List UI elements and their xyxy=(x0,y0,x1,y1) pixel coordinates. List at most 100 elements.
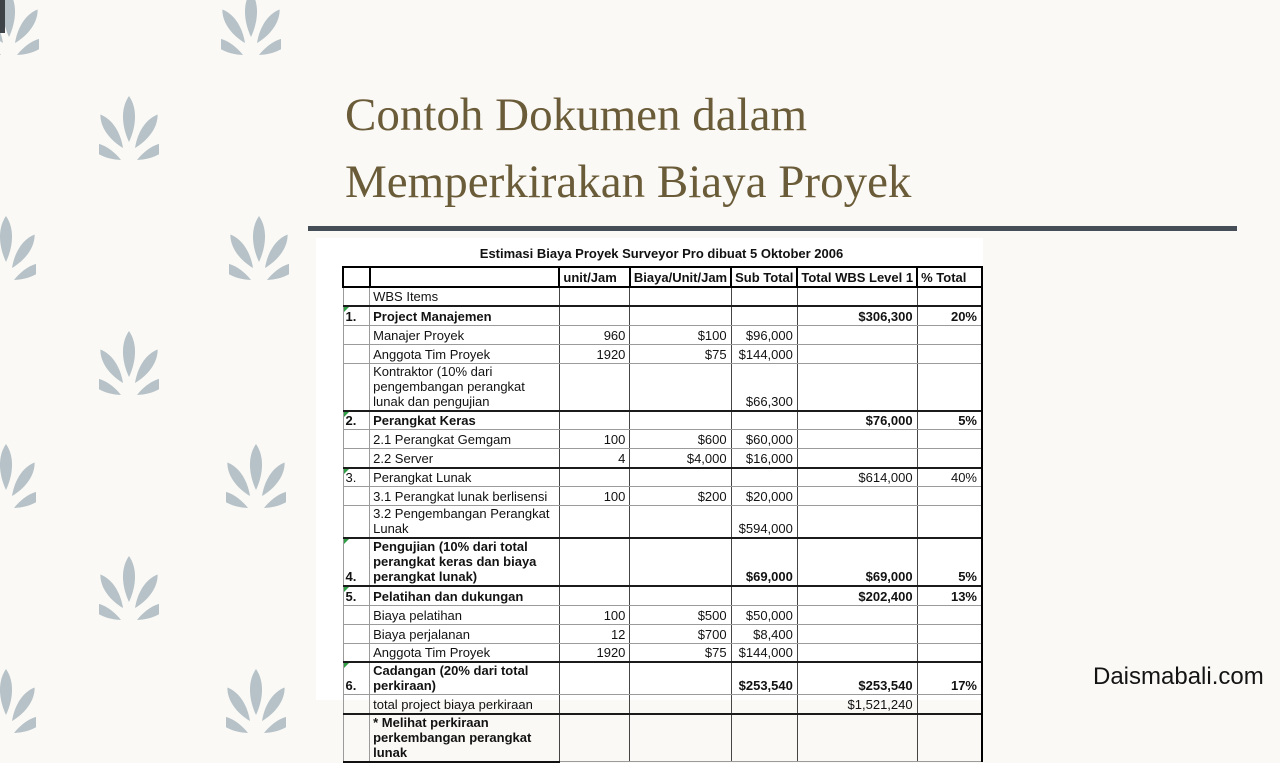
cell-total: $76,000 xyxy=(797,409,918,430)
cell-num xyxy=(343,287,371,307)
table-row: 6. Cadangan (20% dari total perkiraan) $25… xyxy=(343,661,983,695)
table-row: Biaya perjalanan 12 $700 $8,400 xyxy=(343,624,983,644)
table-row: Manajer Proyek 960 $100 $96,000 xyxy=(343,325,983,345)
column-header xyxy=(342,266,371,288)
slide-title-line2: Memperkirakan Biaya Proyek xyxy=(345,156,912,208)
leaf-sprig-icon xyxy=(0,669,36,737)
cell-rate: $500 xyxy=(629,605,732,625)
cell-sub: $144,000 xyxy=(731,344,798,364)
slide-title-line1: Contoh Dokumen dalam xyxy=(345,89,808,141)
cell-item: * Melihat perkiraan perkembangan perangk… xyxy=(369,712,560,763)
cell-pct xyxy=(917,429,983,449)
cell-pct xyxy=(917,505,983,539)
cell-rate xyxy=(629,585,732,606)
table-row: Anggota Tim Proyek 1920 $75 $144,000 xyxy=(343,643,983,663)
table-caption: Estimasi Biaya Proyek Surveyor Pro dibua… xyxy=(479,246,844,261)
cell-unit xyxy=(559,363,631,411)
cell-num xyxy=(343,344,371,364)
cell-unit xyxy=(559,661,631,695)
cell-rate xyxy=(629,712,732,762)
leaf-sprig-icon xyxy=(0,0,39,59)
cell-sub: $66,300 xyxy=(731,363,798,411)
cell-sub: $594,000 xyxy=(731,505,798,539)
cell-unit xyxy=(559,537,631,587)
leaf-sprig-icon xyxy=(99,331,159,399)
cell-total xyxy=(797,486,918,506)
cell-num xyxy=(343,694,371,714)
leaf-sprig-icon xyxy=(0,444,36,512)
table-row: WBS Items xyxy=(343,287,983,307)
cell-rate xyxy=(629,466,732,487)
green-corner-flag-icon xyxy=(343,469,349,474)
table-row: 2.1 Perangkat Gemgam 100 $600 $60,000 xyxy=(343,429,983,449)
cell-num: 1. xyxy=(343,305,371,326)
cell-item: 3.1 Perangkat lunak berlisensi xyxy=(369,486,560,506)
cell-num: 6. xyxy=(343,661,371,695)
cell-unit: 1920 xyxy=(559,643,631,663)
cell-rate xyxy=(629,409,732,430)
cell-total xyxy=(797,605,918,625)
cell-rate: $75 xyxy=(629,643,732,663)
cell-item: Pengujian (10% dari total perangkat kera… xyxy=(369,537,560,587)
cell-item: 2.2 Server xyxy=(369,448,560,468)
column-header: unit/Jam xyxy=(558,266,631,288)
leaf-sprig-icon xyxy=(226,444,286,512)
table-row: 1. Project Manajemen $306,300 20% xyxy=(343,305,983,326)
cell-pct xyxy=(917,694,983,714)
cell-total xyxy=(797,287,918,307)
cell-total xyxy=(797,363,918,411)
cell-rate xyxy=(629,661,732,695)
cell-rate: $100 xyxy=(629,325,732,345)
watermark-text: Daismabali.com xyxy=(1093,663,1264,690)
table-row: 5. Pelatihan dan dukungan $202,400 13% xyxy=(343,585,983,606)
cell-item: Kontraktor (10% dari pengembangan perang… xyxy=(369,363,560,411)
cell-item: Biaya pelatihan xyxy=(369,605,560,625)
cell-sub: $144,000 xyxy=(731,643,798,663)
cell-sub: $60,000 xyxy=(731,429,798,449)
cell-num xyxy=(343,624,371,644)
cell-item: Perangkat Keras xyxy=(369,409,560,430)
table-row: 3.2 Pengembangan Perangkat Lunak $594,000 xyxy=(343,505,983,539)
cell-sub xyxy=(731,694,798,714)
cell-unit xyxy=(559,694,631,714)
cell-num xyxy=(343,448,371,468)
leaf-sprig-icon xyxy=(229,216,289,284)
cell-unit: 100 xyxy=(559,429,631,449)
cell-sub xyxy=(731,287,798,307)
cell-rate xyxy=(629,363,732,411)
table-row: 3. Perangkat Lunak $614,000 40% xyxy=(343,466,983,487)
cell-item: total project biaya perkiraan xyxy=(369,694,560,714)
leaf-sprig-icon xyxy=(221,0,281,59)
cell-item: Perangkat Lunak xyxy=(369,466,560,487)
cell-unit: 100 xyxy=(559,486,631,506)
cell-pct xyxy=(917,486,983,506)
table-row: 3.1 Perangkat lunak berlisensi 100 $200 $20… xyxy=(343,486,983,506)
cell-pct: 5% xyxy=(917,537,983,587)
cell-total xyxy=(797,624,918,644)
table-row: total project biaya perkiraan $1,521,240 xyxy=(343,694,983,714)
cell-num xyxy=(343,505,371,539)
cell-sub xyxy=(731,305,798,326)
column-header: % Total xyxy=(916,266,983,288)
cell-sub: $8,400 xyxy=(731,624,798,644)
cell-unit: 1920 xyxy=(559,344,631,364)
cell-item: Pelatihan dan dukungan xyxy=(369,585,560,606)
cell-item: Anggota Tim Proyek xyxy=(369,643,560,663)
cell-total: $1,521,240 xyxy=(797,694,918,714)
leaf-sprig-icon xyxy=(99,556,159,624)
green-corner-flag-icon xyxy=(343,663,349,668)
cell-rate xyxy=(629,287,732,307)
cell-total: $69,000 xyxy=(797,537,918,587)
slide-title: Contoh Dokumen dalam Memperkirakan Biaya… xyxy=(345,82,1255,216)
cell-item: 2.1 Perangkat Gemgam xyxy=(369,429,560,449)
cell-unit xyxy=(559,585,631,606)
cell-pct: 5% xyxy=(917,409,983,430)
leaf-sprig-icon xyxy=(0,216,36,284)
cell-total xyxy=(797,712,918,762)
cell-item: WBS Items xyxy=(369,287,560,307)
cell-num xyxy=(343,325,371,345)
cell-rate: $4,000 xyxy=(629,448,732,468)
cell-sub: $69,000 xyxy=(731,537,798,587)
cell-total: $202,400 xyxy=(797,585,918,606)
cost-estimate-table: unit/Jam Biaya/Unit/Jam Sub Total Total WBS… xyxy=(342,266,983,763)
